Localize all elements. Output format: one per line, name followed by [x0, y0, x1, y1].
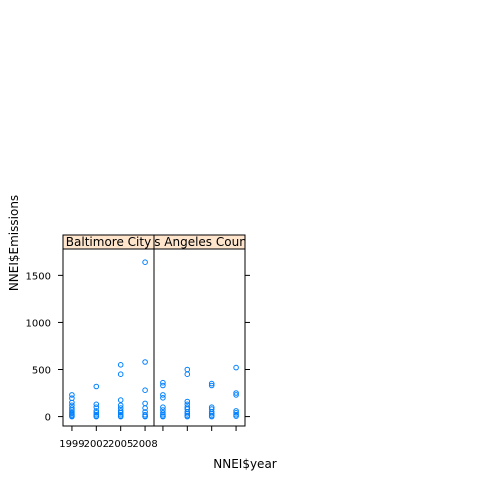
data-point: [117, 397, 124, 403]
data-point: [142, 413, 148, 420]
data-point: [160, 410, 166, 416]
data-point: [208, 411, 215, 417]
data-point: [93, 401, 100, 408]
data-point: [233, 410, 239, 416]
data-point: [208, 380, 215, 387]
data-point: [142, 259, 148, 266]
data-point: [117, 410, 124, 416]
x-axis-label: NNEI$year: [213, 457, 277, 471]
data-point: [208, 413, 215, 420]
y-tick-label: 1500: [26, 271, 51, 282]
data-point: [69, 399, 75, 406]
panel-frame: [153, 248, 246, 427]
x-tick-label: 2002: [84, 439, 109, 450]
data-point: [233, 392, 239, 398]
panel-2: Los Angeles County: [140, 234, 258, 427]
x-tick-label: 1999: [59, 439, 84, 450]
data-point: [93, 408, 100, 414]
panel-frame: [62, 248, 155, 427]
x-tick-label: 2005: [108, 439, 133, 450]
data-point: [142, 359, 148, 365]
data-point: [69, 405, 75, 411]
data-point: [233, 364, 239, 371]
data-point: [233, 390, 239, 396]
data-point: [184, 398, 191, 405]
data-point: [93, 383, 100, 390]
data-point: [142, 405, 148, 411]
data-point: [69, 413, 75, 420]
strip-label: Los Angeles County: [140, 235, 258, 249]
data-point: [184, 366, 191, 373]
data-point: [233, 408, 239, 414]
data-point: [184, 411, 191, 417]
y-axis-label: NNEI$Emissions: [7, 195, 21, 291]
y-tick-label: 500: [32, 366, 51, 377]
data-point: [160, 382, 166, 389]
x-tick-label: 2008: [132, 439, 157, 450]
data-point: [208, 382, 215, 389]
data-point: [160, 392, 166, 398]
y-tick-label: 1000: [26, 318, 51, 329]
data-point: [117, 413, 124, 420]
data-point: [117, 362, 124, 368]
data-point: [160, 413, 166, 420]
panel-1: Baltimore City: [62, 234, 155, 427]
data-point: [93, 404, 100, 411]
data-point: [117, 402, 124, 409]
data-point: [93, 413, 100, 420]
data-point: [160, 379, 166, 386]
data-point: [117, 408, 124, 414]
data-point: [160, 395, 166, 401]
data-point: [142, 387, 148, 394]
data-point: [160, 404, 166, 411]
data-point: [69, 392, 75, 398]
data-point: [184, 413, 191, 420]
y-tick-label: 0: [45, 413, 51, 424]
data-point: [142, 400, 148, 407]
strip-label: Baltimore City: [66, 235, 151, 249]
data-point: [233, 413, 239, 419]
data-point: [117, 371, 124, 378]
data-point: [93, 410, 100, 416]
data-point: [184, 371, 191, 378]
